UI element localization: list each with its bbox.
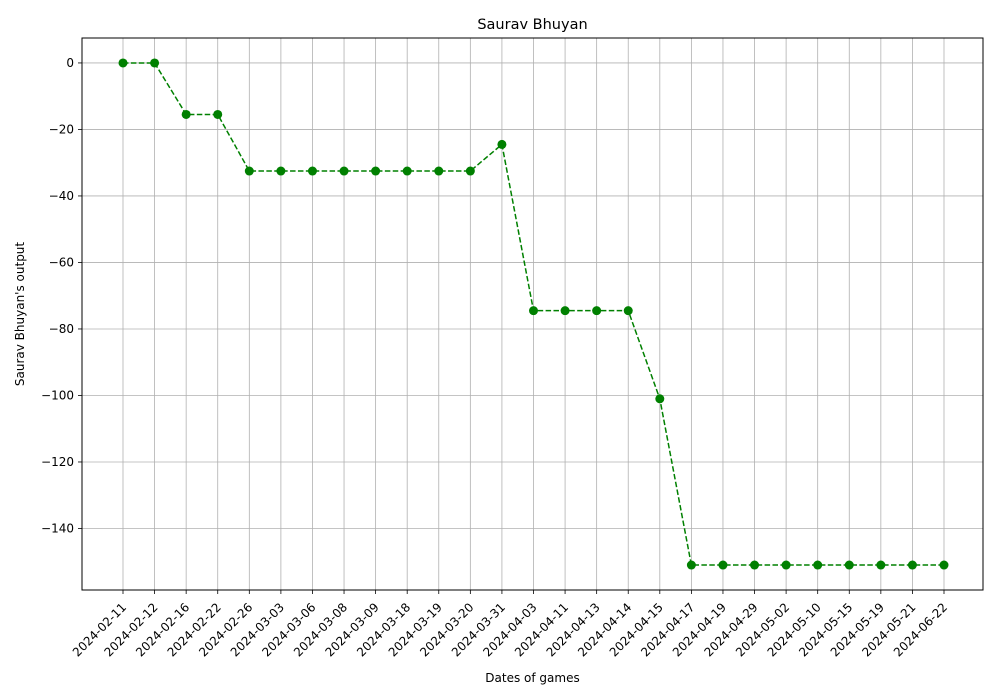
y-tick-label: −80 <box>49 322 74 336</box>
data-point <box>276 166 286 176</box>
data-point <box>181 109 191 119</box>
data-point <box>592 306 602 316</box>
data-point <box>465 166 475 176</box>
data-point <box>718 560 728 570</box>
data-point <box>213 109 223 119</box>
data-point <box>118 58 128 68</box>
data-point <box>813 560 823 570</box>
x-axis-label: Dates of games <box>485 671 579 685</box>
chart-title: Saurav Bhuyan <box>477 17 587 33</box>
y-tick-label: −140 <box>41 521 74 535</box>
data-point <box>244 166 254 176</box>
data-point <box>371 166 381 176</box>
data-point <box>781 560 791 570</box>
data-point <box>844 560 854 570</box>
y-tick-label: −60 <box>49 255 74 269</box>
data-point <box>907 560 917 570</box>
data-point <box>560 306 570 316</box>
axis-ticks: 2024-02-112024-02-122024-02-162024-02-22… <box>41 56 950 660</box>
data-point <box>402 166 412 176</box>
series-layer <box>118 58 949 570</box>
data-point <box>529 306 538 316</box>
data-point <box>750 560 760 570</box>
data-point <box>939 560 949 570</box>
data-point <box>339 166 349 176</box>
y-axis-label: Saurav Bhuyan's output <box>13 242 27 387</box>
data-point <box>497 139 507 149</box>
y-tick-label: −40 <box>49 189 74 203</box>
data-point <box>307 166 317 176</box>
y-tick-label: −20 <box>49 122 74 136</box>
y-tick-label: −120 <box>41 455 74 469</box>
plot-frame <box>81 37 984 591</box>
data-point <box>655 394 665 404</box>
data-point <box>150 58 160 68</box>
data-point <box>623 306 633 316</box>
y-tick-label: 0 <box>66 56 74 70</box>
data-point <box>686 560 696 570</box>
y-tick-label: −100 <box>41 388 74 402</box>
data-point <box>434 166 444 176</box>
data-point <box>876 560 886 570</box>
